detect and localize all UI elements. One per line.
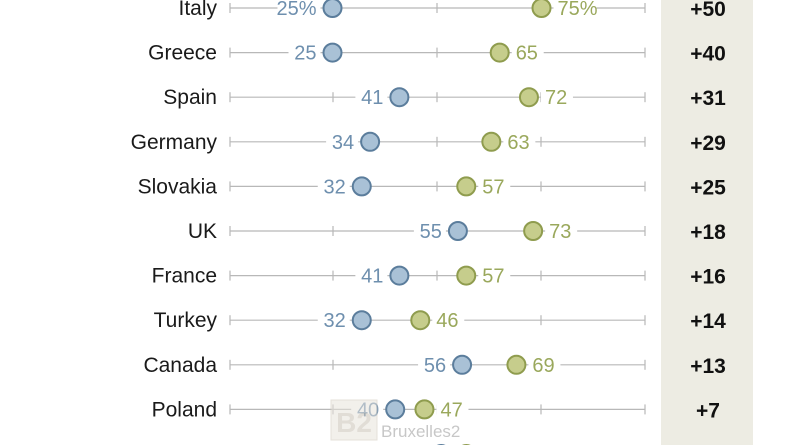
dot-b (518, 87, 539, 108)
value-label-b: 47 (440, 399, 462, 421)
value-label-b-bg (432, 308, 465, 333)
chart-row: Spain 41 72 +31 (163, 85, 726, 110)
country-label: Italy (178, 0, 217, 20)
value-label-b-bg (511, 40, 544, 65)
diff-value: +25 (690, 176, 726, 199)
country-label: Turkey (154, 309, 218, 332)
value-label-b-bg (540, 85, 573, 110)
dot-b (506, 354, 527, 375)
value-label-a-bg (317, 308, 350, 333)
watermark-text: Bruxelles2 (381, 422, 460, 441)
value-label-b: 69 (532, 355, 554, 377)
value-label-b-bg (478, 174, 511, 199)
value-label-a-bg (288, 40, 321, 65)
value-label-b: 57 (482, 266, 504, 288)
chart-row: Slovakia 32 57 +25 (138, 174, 726, 199)
value-label-b-bg (503, 129, 536, 154)
value-label-a: 41 (361, 87, 383, 109)
dot-b (481, 131, 502, 152)
chart-row: UK 55 73 +18 (188, 219, 726, 244)
diff-value: +16 (690, 266, 726, 289)
dot-a (351, 310, 372, 331)
diff-column-background (661, 0, 753, 445)
value-label-a-bg (413, 219, 446, 243)
diff-value: +14 (690, 310, 726, 333)
value-label-a: 25 (294, 43, 316, 65)
country-label: Canada (143, 354, 217, 377)
dot-b (456, 176, 477, 197)
value-label-a-bg (397, 442, 430, 445)
b2-logo-box (330, 399, 378, 441)
value-label-a: 55 (420, 221, 442, 243)
value-label-a-bg (317, 174, 350, 199)
value-label-b: 65 (516, 43, 538, 65)
diff-value: +13 (690, 355, 726, 378)
value-label-b-bg (553, 0, 597, 20)
value-label-b-bg (528, 352, 561, 377)
value-label-a: 41 (361, 266, 383, 288)
value-label-b-bg (478, 263, 511, 288)
value-label-a-bg (326, 129, 359, 154)
chart-row: Greece 25 65 +40 (148, 40, 726, 66)
value-label-a: 56 (424, 355, 446, 377)
dot-a (322, 0, 343, 18)
country-label: France (152, 265, 217, 288)
value-label-a: 25% (276, 0, 316, 20)
dot-b (531, 0, 552, 18)
country-label: Slovakia (138, 175, 218, 198)
diff-value: +31 (690, 87, 726, 110)
chart-row: Turkey 32 46 +14 (154, 308, 726, 333)
value-label-b: 75% (558, 0, 598, 20)
dot-b (456, 265, 477, 286)
chart-row: Poland4047+7 (152, 397, 720, 422)
value-label-b-bg (545, 219, 578, 243)
dot-a (360, 131, 381, 152)
chart-row: Italy 25% 75% +50 (178, 0, 726, 21)
value-label-b: 57 (482, 176, 504, 198)
value-label-b: 46 (436, 310, 458, 332)
dot-b (523, 221, 544, 241)
dot-a (389, 265, 410, 286)
diff-value: +18 (690, 221, 726, 244)
value-label-a-bg (355, 263, 388, 288)
diff-value: +40 (690, 43, 726, 66)
value-label-a-bg (355, 85, 388, 110)
value-label-a-bg (277, 0, 321, 20)
value-label-a: 34 (332, 132, 354, 154)
country-label: Poland (152, 398, 217, 421)
value-label-b: 73 (549, 221, 571, 243)
dot-a (452, 354, 473, 375)
value-label-a: 32 (324, 310, 346, 332)
value-label-b: 63 (507, 132, 529, 154)
country-label: Spain (163, 86, 217, 109)
value-label-b: 72 (545, 87, 567, 109)
country-label: Germany (131, 131, 218, 154)
watermark: B2 Bruxelles2 (330, 399, 460, 441)
chart-row: Germany 34 63 +29 (131, 129, 726, 155)
country-label: Hungary (138, 443, 218, 445)
value-label-a: 32 (324, 176, 346, 198)
value-label-a-bg (418, 352, 451, 377)
value-label-b-bg (436, 397, 469, 422)
dot-a (351, 176, 372, 197)
chart-rows: Italy 25% 75% +50 Greece 25 65 +40 Spain 41 72 +31 G… (131, 0, 726, 445)
dot-a (322, 42, 343, 63)
dot-a (385, 399, 406, 420)
diff-value: +50 (690, 0, 726, 21)
chart-row: France 41 57 +16 (152, 263, 726, 289)
dot-b (410, 310, 431, 331)
dot-b (414, 399, 435, 420)
country-label: UK (188, 220, 217, 243)
dot-a (389, 87, 410, 108)
diff-value: +7 (696, 399, 720, 422)
diff-value: +29 (690, 132, 726, 155)
chart-row: Canada 56 69 +13 (143, 352, 726, 378)
dot-a (447, 221, 468, 241)
b2-logo: B2 (336, 407, 372, 438)
country-label: Greece (148, 42, 217, 65)
value-label-b-bg (478, 442, 511, 445)
dot-b (489, 42, 510, 63)
